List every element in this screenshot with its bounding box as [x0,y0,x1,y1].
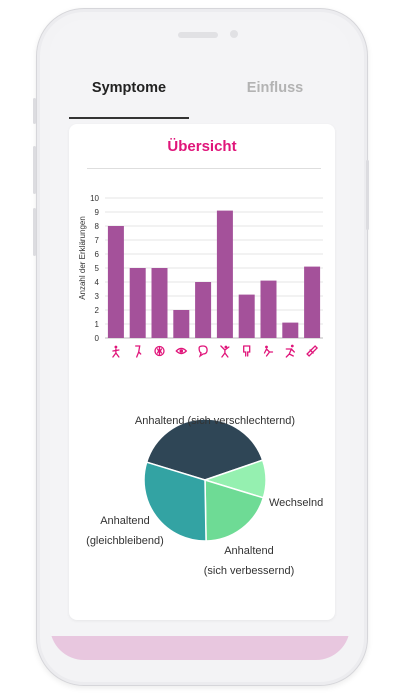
y-tick-label: 10 [90,194,99,203]
phone-volume-down-button [33,208,36,256]
phone-screen: Symptome Einfluss Übersicht 0 1 2 3 4 5 6 7 8 9 10… [50,20,350,660]
bar [195,282,212,338]
speech-bubble-icon [198,345,208,358]
walking-person-icon [112,345,120,358]
bar [238,294,255,338]
phone-side-button [33,98,36,124]
pie-slice [143,461,207,542]
card-title: Übersicht [167,138,237,155]
pie-label: Wechselnd [269,497,323,509]
active-tab-indicator [69,117,189,119]
y-tick-label: 5 [95,264,100,273]
tired-person-icon [263,345,274,357]
bar [151,268,168,338]
y-tick-label: 1 [95,320,100,329]
front-camera [230,30,238,38]
bar [260,280,277,338]
pie-slice [145,418,264,481]
y-tick-label: 6 [95,250,100,259]
stretching-person-icon [220,345,230,358]
y-tick-label: 7 [95,236,100,245]
bar [304,266,321,338]
tab-einfluss[interactable]: Einfluss [246,80,304,96]
bar [282,322,299,338]
phone-power-button [366,160,369,230]
running-person-icon [285,344,295,358]
tab-symptome[interactable]: Symptome [91,80,167,96]
y-tick-label: 4 [95,278,100,287]
bar [129,268,146,338]
leg-icon [135,345,142,358]
bottom-navigation-bar [50,636,350,660]
speaker-grille [178,32,218,38]
bar [173,310,190,338]
eye-icon [175,347,188,355]
y-tick-label: 3 [95,292,100,301]
y-tick-label: 9 [95,208,100,217]
symptom-bar-chart: 0 1 2 3 4 5 6 7 8 9 10 Anzahl der Erklärungen [78,194,323,358]
overview-card: Übersicht 0 1 2 3 4 5 6 7 8 9 10 Anzahl der Erklär… [69,124,335,620]
pie-label: Anhaltend (sich verschlechternd) [135,415,295,427]
card-divider [87,168,321,169]
brain-icon [154,345,165,357]
phone-volume-up-button [33,146,36,194]
bar [107,226,124,338]
y-tick-label: 2 [95,306,100,315]
pie-label: Anhaltend (sich verbessernd) [204,545,294,577]
trend-pie-chart: Anhaltend (sich verschlechternd) Wechseln… [86,415,323,577]
plaster-icon [306,345,319,357]
y-tick-label: 0 [95,334,100,343]
y-axis-label: Anzahl der Erklärungen [78,216,87,300]
pie-label: Anhaltend (gleichbleibend) [86,515,164,547]
pie-slice [204,478,265,542]
bar [216,210,233,338]
tab-bar: Symptome Einfluss [50,70,350,119]
y-tick-label: 8 [95,222,100,231]
bladder-icon [243,345,251,357]
